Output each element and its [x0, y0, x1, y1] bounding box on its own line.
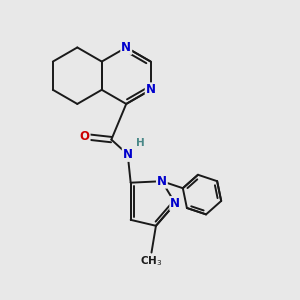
Text: CH$_3$: CH$_3$: [140, 254, 163, 268]
Text: O: O: [80, 130, 90, 143]
Text: N: N: [146, 83, 156, 96]
Text: N: N: [121, 41, 131, 54]
Text: H: H: [136, 138, 145, 148]
Text: N: N: [157, 175, 167, 188]
Text: N: N: [123, 148, 133, 161]
Text: N: N: [170, 197, 180, 210]
